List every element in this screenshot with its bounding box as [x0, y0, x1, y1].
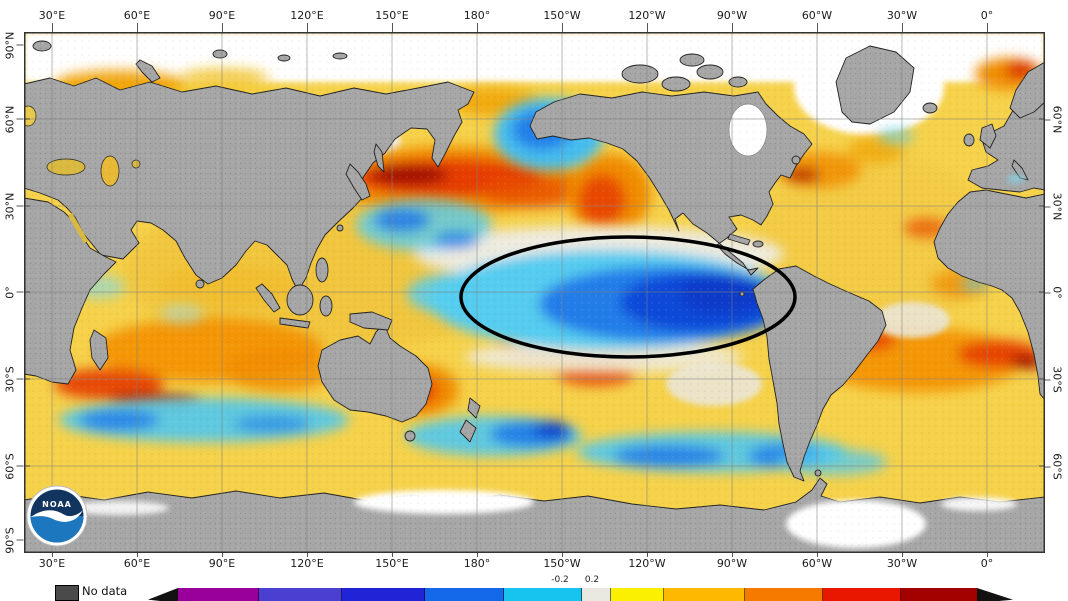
lon-label-bottom: 150°W	[532, 552, 592, 570]
colorbar-segment	[664, 588, 745, 601]
world-map-svg: NOAA	[24, 32, 1045, 553]
lat-label-right: 30°N	[1051, 187, 1064, 227]
colorbar-right-arrow	[977, 588, 1013, 601]
lat-label-left: 90°N	[4, 26, 17, 66]
lon-label-bottom: 120°E	[277, 552, 337, 570]
lat-label-left: 30°N	[4, 187, 17, 227]
colorbar-segment	[259, 588, 342, 601]
lon-label-bottom: 180°	[447, 552, 507, 570]
lat-label-left: 60°S	[4, 447, 17, 487]
colorbar-left-arrow	[148, 588, 178, 601]
colorbar-segment	[823, 588, 901, 601]
lat-label-right: 60°N	[1051, 100, 1064, 140]
lon-label-top: 120°W	[617, 9, 677, 32]
lat-label-left: 90°S	[4, 521, 17, 561]
lat-label-right: 30°S	[1051, 360, 1064, 400]
colorbar-tick-label: 0.2	[584, 575, 600, 585]
colorbar-tick-label: -0.2	[551, 575, 569, 585]
lon-label-top: 60°W	[787, 9, 847, 32]
colorbar-segment	[178, 588, 259, 601]
lat-label-right: 0°	[1051, 273, 1064, 313]
colorbar-segment	[611, 588, 664, 601]
no-data-swatch	[55, 585, 79, 601]
lon-label-bottom: 30°E	[22, 552, 82, 570]
lat-label-left: 0°	[4, 273, 17, 313]
no-data-label: No data	[82, 584, 128, 598]
lon-label-bottom: 60°W	[787, 552, 847, 570]
map-frame-border	[24, 32, 1045, 553]
lon-label-top: 90°W	[702, 9, 762, 32]
lon-label-bottom: 90°W	[702, 552, 762, 570]
lat-label-left: 60°N	[4, 100, 17, 140]
lon-label-bottom: 60°E	[107, 552, 167, 570]
lon-label-bottom: 30°W	[872, 552, 932, 570]
lon-label-top: 30°E	[22, 9, 82, 32]
colorbar-segment	[901, 588, 977, 601]
colorbar-segment	[425, 588, 504, 601]
noaa-logo-text: NOAA	[42, 500, 72, 509]
lon-label-bottom: 120°W	[617, 552, 677, 570]
lat-label-left: 30°S	[4, 360, 17, 400]
world-map: NOAA	[24, 32, 1045, 553]
noaa-logo: NOAA	[26, 485, 88, 547]
lon-label-top: 0°	[957, 9, 1017, 32]
graticule	[24, 32, 1045, 553]
lon-label-bottom: 90°E	[192, 552, 252, 570]
lat-label-right: 60°S	[1051, 447, 1064, 487]
anomaly-colorbar	[148, 588, 1013, 601]
colorbar-segment	[582, 588, 611, 601]
enso-annotation-ellipse	[459, 235, 797, 359]
lon-label-top: 180°	[447, 9, 507, 32]
lon-label-top: 30°W	[872, 9, 932, 32]
colorbar-segment	[504, 588, 582, 601]
lon-label-top: 120°E	[277, 9, 337, 32]
colorbar-segment	[745, 588, 823, 601]
lon-label-top: 150°E	[362, 9, 422, 32]
lon-label-bottom: 0°	[957, 552, 1017, 570]
noaa-seagull-icon	[31, 510, 83, 522]
lon-label-top: 60°E	[107, 9, 167, 32]
colorbar-segment	[342, 588, 425, 601]
lon-label-bottom: 150°E	[362, 552, 422, 570]
lon-label-top: 90°E	[192, 9, 252, 32]
lon-label-top: 150°W	[532, 9, 592, 32]
